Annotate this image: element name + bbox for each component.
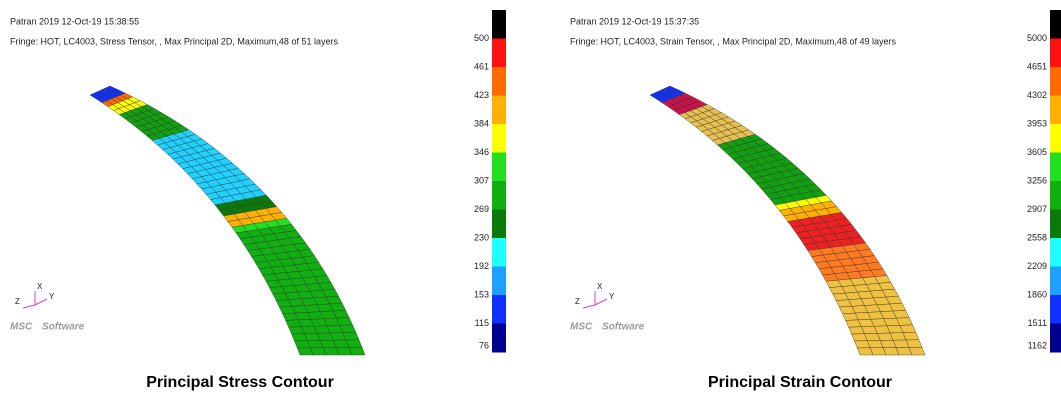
legend-swatch [1050,67,1061,96]
legend-label: 3256 [1027,175,1047,185]
legend-label: 230 [474,232,489,242]
triad-label: X [597,282,603,291]
legend-swatch [492,210,506,239]
legend-swatch [492,324,506,353]
triad-label: Y [609,292,615,301]
legend-swatch [492,181,506,210]
mesh [650,86,925,355]
legend-label: 307 [474,175,489,185]
legend-swatch [492,267,506,296]
panel: Patran 2019 12-Oct-19 15:37:35 Fringe: HO… [570,10,1061,391]
mesh-cell [909,347,925,355]
logo-text: MSC [570,322,593,333]
triad-axis [583,305,595,308]
legend-label: 5000 [1027,33,1047,43]
legend-label: 500 [474,33,489,43]
legend-label: 461 [474,61,489,71]
legend-label: 115 [475,318,489,328]
legend-label: 346 [474,147,489,157]
legend-swatch [492,124,506,153]
legend-label: 3953 [1027,118,1047,128]
header-line: Patran 2019 12-Oct-19 15:38:55 [10,16,139,26]
logo-text: Software [602,322,645,333]
header-line: Patran 2019 12-Oct-19 15:37:35 [570,16,699,26]
logo-text: MSC [10,322,33,333]
legend-swatch [492,39,506,68]
legend-swatch [1050,324,1061,353]
caption: Principal Stress Contour [146,374,334,391]
legend-label: 76 [479,340,489,350]
triad-axis [595,299,607,305]
legend-swatch [1050,238,1061,267]
legend-swatch [492,10,506,39]
legend-label: 2209 [1027,261,1047,271]
header-line: Fringe: HOT, LC4003, Stress Tensor, , Ma… [10,36,338,46]
mesh-cell [906,340,922,348]
legend-label: 2907 [1027,204,1047,214]
triad-label: Z [15,297,20,306]
legend-label: 269 [474,204,489,214]
triad-axis [23,305,35,308]
legend-label: 4302 [1027,90,1047,100]
legend-swatch [1050,153,1061,182]
page: {"panels": [ {"header": ["Patran 2019 12… [0,0,1061,397]
legend-label: 1511 [1028,318,1047,328]
legend-label: 153 [474,289,489,299]
legend-label: 423 [474,90,489,100]
legend-swatch [1050,210,1061,239]
mesh-cell [346,340,362,348]
caption: Principal Strain Contour [708,374,892,391]
legend-swatch [492,96,506,125]
legend-swatch [1050,295,1061,324]
legend-swatch [492,153,506,182]
triad-axis [35,299,47,305]
legend-swatch [1050,124,1061,153]
legend-swatch [1050,181,1061,210]
legend-swatch [492,67,506,96]
legend-label: 2558 [1027,232,1047,242]
legend-swatch [492,295,506,324]
legend-label: 4651 [1027,61,1047,71]
legend-swatch [1050,96,1061,125]
logo-text: Software [42,322,85,333]
triad-label: Y [49,292,55,301]
legend-swatch [1050,267,1061,296]
mesh [90,86,365,355]
mesh-cell [349,347,365,355]
legend-swatch [492,238,506,267]
legend-swatch [1050,10,1061,39]
triad-label: Z [575,297,580,306]
triad-label: X [37,282,43,291]
figure: Patran 2019 12-Oct-19 15:38:55 Fringe: HO… [0,0,1061,397]
header-line: Fringe: HOT, LC4003, Strain Tensor, , Ma… [570,36,896,46]
legend-swatch [1050,39,1061,68]
legend-label: 192 [474,261,489,271]
panel: Patran 2019 12-Oct-19 15:38:55 Fringe: HO… [10,10,506,391]
legend-label: 3605 [1027,147,1047,157]
legend-label: 1162 [1028,340,1047,350]
legend-label: 1860 [1027,289,1047,299]
legend-label: 384 [474,118,489,128]
